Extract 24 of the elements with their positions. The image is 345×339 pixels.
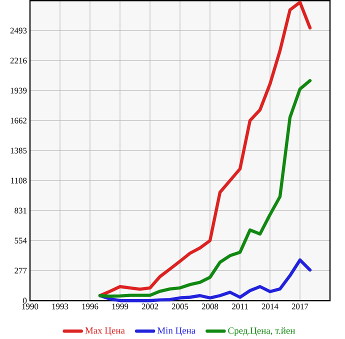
legend-label: Max Цена [85,327,125,336]
x-tick-label: 1999 [112,304,128,310]
x-tick-label: 2011 [232,304,248,310]
x-tick-label: 1996 [82,304,98,310]
y-tick-label: 0 [23,298,27,304]
x-tick-label: 2008 [202,304,218,310]
x-tick-label: 1990 [22,304,38,310]
x-tick-label: 2014 [262,304,278,310]
y-tick-label: 1108 [11,178,27,184]
y-tick-label: 2216 [10,58,27,64]
y-tick-label: 1939 [10,88,27,94]
legend-label: Сред.Цена, т.йен [228,327,296,336]
x-tick-label: 2017 [292,304,308,310]
legend-label: Min Цена [157,327,196,336]
y-tick-label: 831 [14,208,26,214]
y-tick-label: 1662 [10,118,27,124]
y-tick-label: 2493 [10,28,27,34]
y-tick-label: 277 [14,268,27,274]
x-tick-label: 2005 [172,304,188,310]
y-tick-label: 1385 [10,148,27,154]
y-tick-label: 554 [14,238,27,244]
line-series [98,0,312,298]
x-tick-label: 1993 [52,304,68,310]
x-tick-label: 2002 [142,304,158,310]
